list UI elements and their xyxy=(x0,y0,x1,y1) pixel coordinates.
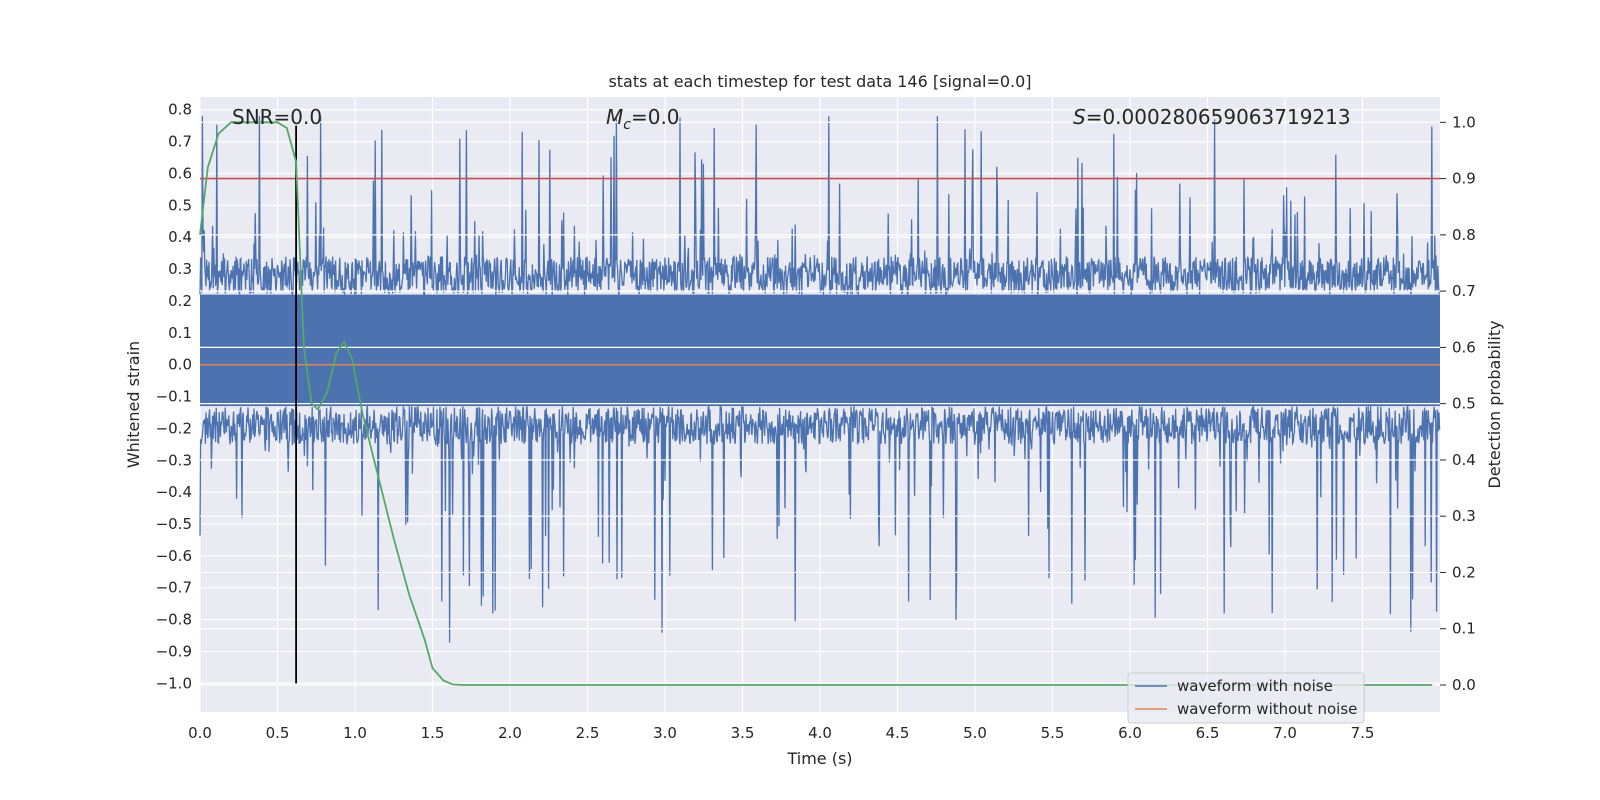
y-tick-label-left: 0.0 xyxy=(168,356,192,374)
y-tick-label-left: −0.1 xyxy=(156,388,192,406)
y-tick-label-right: 0.6 xyxy=(1452,338,1476,356)
y-tick-label-left: −0.4 xyxy=(156,483,192,501)
y-tick-label-left: −0.2 xyxy=(156,419,192,437)
y-tick-label-left: 0.3 xyxy=(168,260,192,278)
x-tick-label: 2.5 xyxy=(576,724,600,742)
y-tick-label-right: 0.3 xyxy=(1452,507,1476,525)
chirp-mass-symbol: M xyxy=(606,105,623,129)
x-tick-label: 3.5 xyxy=(731,724,755,742)
snr-annotation: SNR=0.0 xyxy=(232,105,322,129)
x-tick-label: 0.5 xyxy=(266,724,290,742)
x-tick-label: 4.0 xyxy=(808,724,832,742)
x-tick-label: 4.5 xyxy=(886,724,910,742)
y-tick-label-left: 0.8 xyxy=(168,101,192,119)
legend: waveform with noise waveform without noi… xyxy=(1127,672,1365,724)
chirp-mass-annotation: Mc=0.0 xyxy=(606,105,680,133)
legend-label-noise: waveform with noise xyxy=(1177,677,1333,695)
x-tick-label: 6.5 xyxy=(1196,724,1220,742)
y-axis-label-right: Detection probability xyxy=(1485,320,1504,488)
noise-series xyxy=(199,116,1441,643)
y-tick-label-left: 0.7 xyxy=(168,133,192,151)
x-tick-label: 3.0 xyxy=(653,724,677,742)
s-statistic-value: =0.000280659063719213 xyxy=(1086,105,1351,129)
y-tick-label-left: −0.3 xyxy=(156,451,192,469)
y-tick-label-left: 0.2 xyxy=(168,292,192,310)
tick-layer: 0.0 0.5 1.0 1.5 2.0 2.5 3.0 3.5 4.0 4.5 5.0 5.5 6.0 6… xyxy=(156,101,1476,742)
y-tick-label-right: 0.4 xyxy=(1452,451,1476,469)
y-tick-label-right: 0.8 xyxy=(1452,226,1476,244)
y-tick-label-right: 0.5 xyxy=(1452,395,1476,413)
y-tick-label-right: 0.1 xyxy=(1452,620,1476,638)
y-tick-label-right: 1.0 xyxy=(1452,113,1476,131)
y-tick-label-right: 0.7 xyxy=(1452,282,1476,300)
y-tick-label-left: 0.5 xyxy=(168,196,192,214)
y-tick-label-left: 0.1 xyxy=(168,324,192,342)
y-tick-label-left: 0.6 xyxy=(168,164,192,182)
x-tick-label: 0.0 xyxy=(188,724,212,742)
s-statistic-annotation: S=0.000280659063719213 xyxy=(1073,105,1351,129)
x-tick-label: 2.0 xyxy=(498,724,522,742)
chart-title: stats at each timestep for test data 146… xyxy=(608,72,1031,91)
legend-box xyxy=(1127,672,1365,724)
legend-label-clean: waveform without noise xyxy=(1177,700,1357,718)
y-tick-label-left: 0.4 xyxy=(168,228,192,246)
y-tick-label-right: 0.0 xyxy=(1452,676,1476,694)
y-tick-label-left: −0.5 xyxy=(156,515,192,533)
x-tick-label: 1.5 xyxy=(421,724,445,742)
y-tick-label-right: 0.2 xyxy=(1452,563,1476,581)
chirp-mass-value: =0.0 xyxy=(631,105,680,129)
y-tick-label-right: 0.9 xyxy=(1452,170,1476,188)
x-tick-label: 1.0 xyxy=(343,724,367,742)
noise-lower-trace xyxy=(199,404,1441,643)
x-tick-label: 5.0 xyxy=(963,724,987,742)
x-tick-label: 7.5 xyxy=(1351,724,1375,742)
y-axis-label-left: Whitened strain xyxy=(124,341,143,468)
detection-probability-line xyxy=(199,121,1433,686)
x-tick-label: 6.0 xyxy=(1118,724,1142,742)
y-tick-label-left: −0.7 xyxy=(156,579,192,597)
y-tick-label-left: −0.6 xyxy=(156,547,192,565)
x-tick-label: 5.5 xyxy=(1041,724,1065,742)
noise-upper-trace xyxy=(199,116,1441,297)
x-tick-label: 7.0 xyxy=(1273,724,1297,742)
y-tick-label-left: −0.8 xyxy=(156,611,192,629)
noise-core-band xyxy=(200,294,1440,407)
y-tick-label-left: −0.9 xyxy=(156,642,192,660)
chirp-mass-subscript: c xyxy=(623,117,631,133)
x-axis-label: Time (s) xyxy=(786,749,852,768)
overlay-layer xyxy=(199,121,1440,686)
s-statistic-symbol: S xyxy=(1073,105,1086,129)
y-tick-label-left: −1.0 xyxy=(156,674,192,692)
